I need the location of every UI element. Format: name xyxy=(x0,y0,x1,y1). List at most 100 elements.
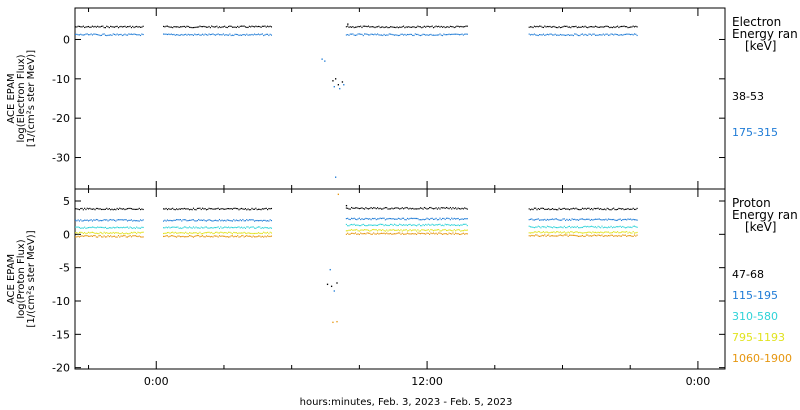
proton-data-point xyxy=(132,232,134,234)
electron-data-point xyxy=(141,33,143,35)
proton-data-point xyxy=(620,235,623,237)
proton-data-point xyxy=(377,230,379,232)
proton-data-point xyxy=(204,236,206,238)
proton-data-point xyxy=(431,217,433,219)
proton-data-point xyxy=(366,207,368,210)
proton-data-point xyxy=(583,235,585,238)
electron-data-point xyxy=(130,33,132,35)
electron-data-point xyxy=(449,25,451,27)
proton-y-tick-label: -20 xyxy=(52,362,70,375)
proton-data-point xyxy=(185,208,187,210)
proton-data-point xyxy=(103,219,105,221)
electron-data-point xyxy=(611,33,613,35)
proton-data-point xyxy=(134,235,136,237)
proton-data-point xyxy=(630,226,632,228)
proton-data-point xyxy=(567,226,569,228)
proton-data-point xyxy=(134,208,136,211)
proton-data-point xyxy=(419,233,422,235)
proton-data-point xyxy=(120,226,122,229)
electron-data-point xyxy=(578,26,580,28)
proton-data-point xyxy=(190,227,192,229)
proton-legend-title-line: Energy ran xyxy=(732,208,798,222)
electron-data-point xyxy=(391,26,393,28)
proton-data-point xyxy=(75,208,77,210)
proton-data-point xyxy=(114,219,116,221)
electron-data-point xyxy=(403,25,405,27)
proton-data-point xyxy=(447,229,449,232)
proton-data-point xyxy=(111,219,113,221)
proton-data-point xyxy=(165,232,167,234)
proton-data-point xyxy=(216,226,218,229)
proton-data-point xyxy=(230,220,232,222)
proton-data-point xyxy=(440,230,442,232)
proton-data-point xyxy=(195,209,197,211)
proton-data-point xyxy=(388,208,390,210)
proton-data-point xyxy=(588,226,590,228)
proton-data-point xyxy=(561,232,563,234)
proton-data-point xyxy=(103,231,105,233)
electron-data-point xyxy=(177,34,179,36)
proton-data-point xyxy=(422,232,424,235)
electron-data-point xyxy=(257,33,260,35)
proton-data-point xyxy=(369,232,371,235)
proton-data-point xyxy=(82,209,84,211)
proton-data-point xyxy=(593,234,595,236)
proton-data-point xyxy=(406,232,409,234)
proton-data-point xyxy=(458,233,461,235)
proton-data-point xyxy=(112,219,114,221)
proton-data-point xyxy=(598,234,600,236)
proton-data-point xyxy=(138,235,140,237)
proton-data-point xyxy=(444,223,446,225)
proton-data-point xyxy=(618,207,620,210)
proton-data-point xyxy=(559,208,561,210)
proton-data-point xyxy=(168,220,170,222)
electron-data-point xyxy=(90,33,92,35)
proton-data-point xyxy=(115,231,117,234)
proton-data-point xyxy=(533,207,535,209)
proton-data-point xyxy=(570,234,572,236)
proton-data-point xyxy=(141,226,143,228)
proton-data-point xyxy=(580,208,582,211)
proton-data-point xyxy=(218,227,221,230)
proton-data-point xyxy=(137,208,139,210)
proton-data-point xyxy=(531,232,533,234)
proton-data-point xyxy=(615,231,617,234)
proton-data-point xyxy=(392,218,394,220)
proton-data-point xyxy=(425,233,427,235)
proton-data-point xyxy=(457,207,459,209)
proton-legend-item: 47-68 xyxy=(732,268,764,281)
electron-data-point xyxy=(403,34,405,36)
proton-data-point xyxy=(181,232,183,234)
proton-data-point xyxy=(91,208,93,210)
electron-data-point xyxy=(230,25,232,27)
proton-data-point xyxy=(123,208,125,210)
proton-data-point xyxy=(142,219,144,221)
electron-data-point xyxy=(246,33,248,35)
proton-data-point xyxy=(91,226,93,228)
proton-data-point xyxy=(222,208,224,210)
proton-data-point xyxy=(270,219,273,222)
proton-data-point xyxy=(251,236,253,238)
proton-data-point xyxy=(550,231,552,233)
electron-data-point xyxy=(270,26,273,28)
proton-data-point xyxy=(631,219,633,221)
electron-data-point xyxy=(405,26,407,28)
proton-data-point xyxy=(221,219,223,221)
electron-data-point xyxy=(213,34,215,36)
proton-data-point xyxy=(205,232,208,234)
proton-data-point xyxy=(393,218,396,220)
proton-data-point xyxy=(246,232,248,235)
proton-data-point xyxy=(261,232,263,235)
proton-data-point xyxy=(607,231,610,233)
proton-data-point xyxy=(212,232,214,235)
proton-data-point xyxy=(598,208,600,210)
proton-data-point xyxy=(627,207,629,210)
proton-data-point xyxy=(371,224,373,227)
electron-y-tick-label: -20 xyxy=(52,112,70,125)
proton-data-point xyxy=(570,208,572,210)
electron-data-point xyxy=(630,33,632,36)
electron-data-point xyxy=(628,26,630,28)
electron-data-point xyxy=(604,26,606,28)
proton-data-point xyxy=(229,231,231,233)
